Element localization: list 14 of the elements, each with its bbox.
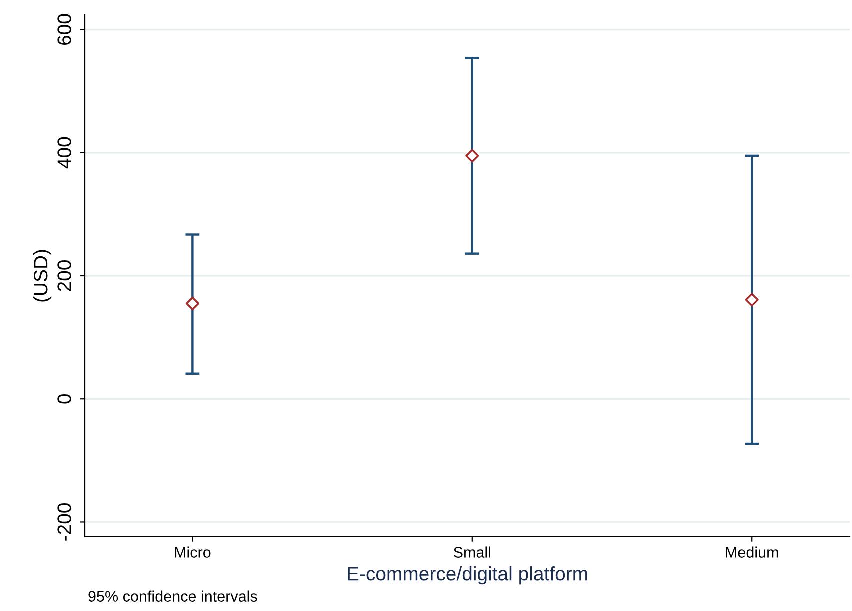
y-tick-label: -200	[58, 504, 72, 541]
point	[745, 293, 759, 307]
text: 95% confidence intervals	[88, 590, 258, 602]
x-axis-title: E-commerce/digital platform	[348, 566, 588, 585]
x-tick-label: Micro	[175, 546, 211, 558]
y-tick-label: 600	[58, 14, 72, 46]
y-axis-title: (USD)	[33, 250, 52, 302]
y-tick-label: 0	[58, 394, 72, 404]
x-tick-label: Medium	[726, 546, 778, 558]
y-tick-label: 400	[58, 137, 72, 169]
y-tick-label: 200	[58, 260, 72, 292]
x-tick-label: Small	[454, 546, 490, 558]
point	[186, 296, 200, 310]
point	[466, 149, 480, 163]
